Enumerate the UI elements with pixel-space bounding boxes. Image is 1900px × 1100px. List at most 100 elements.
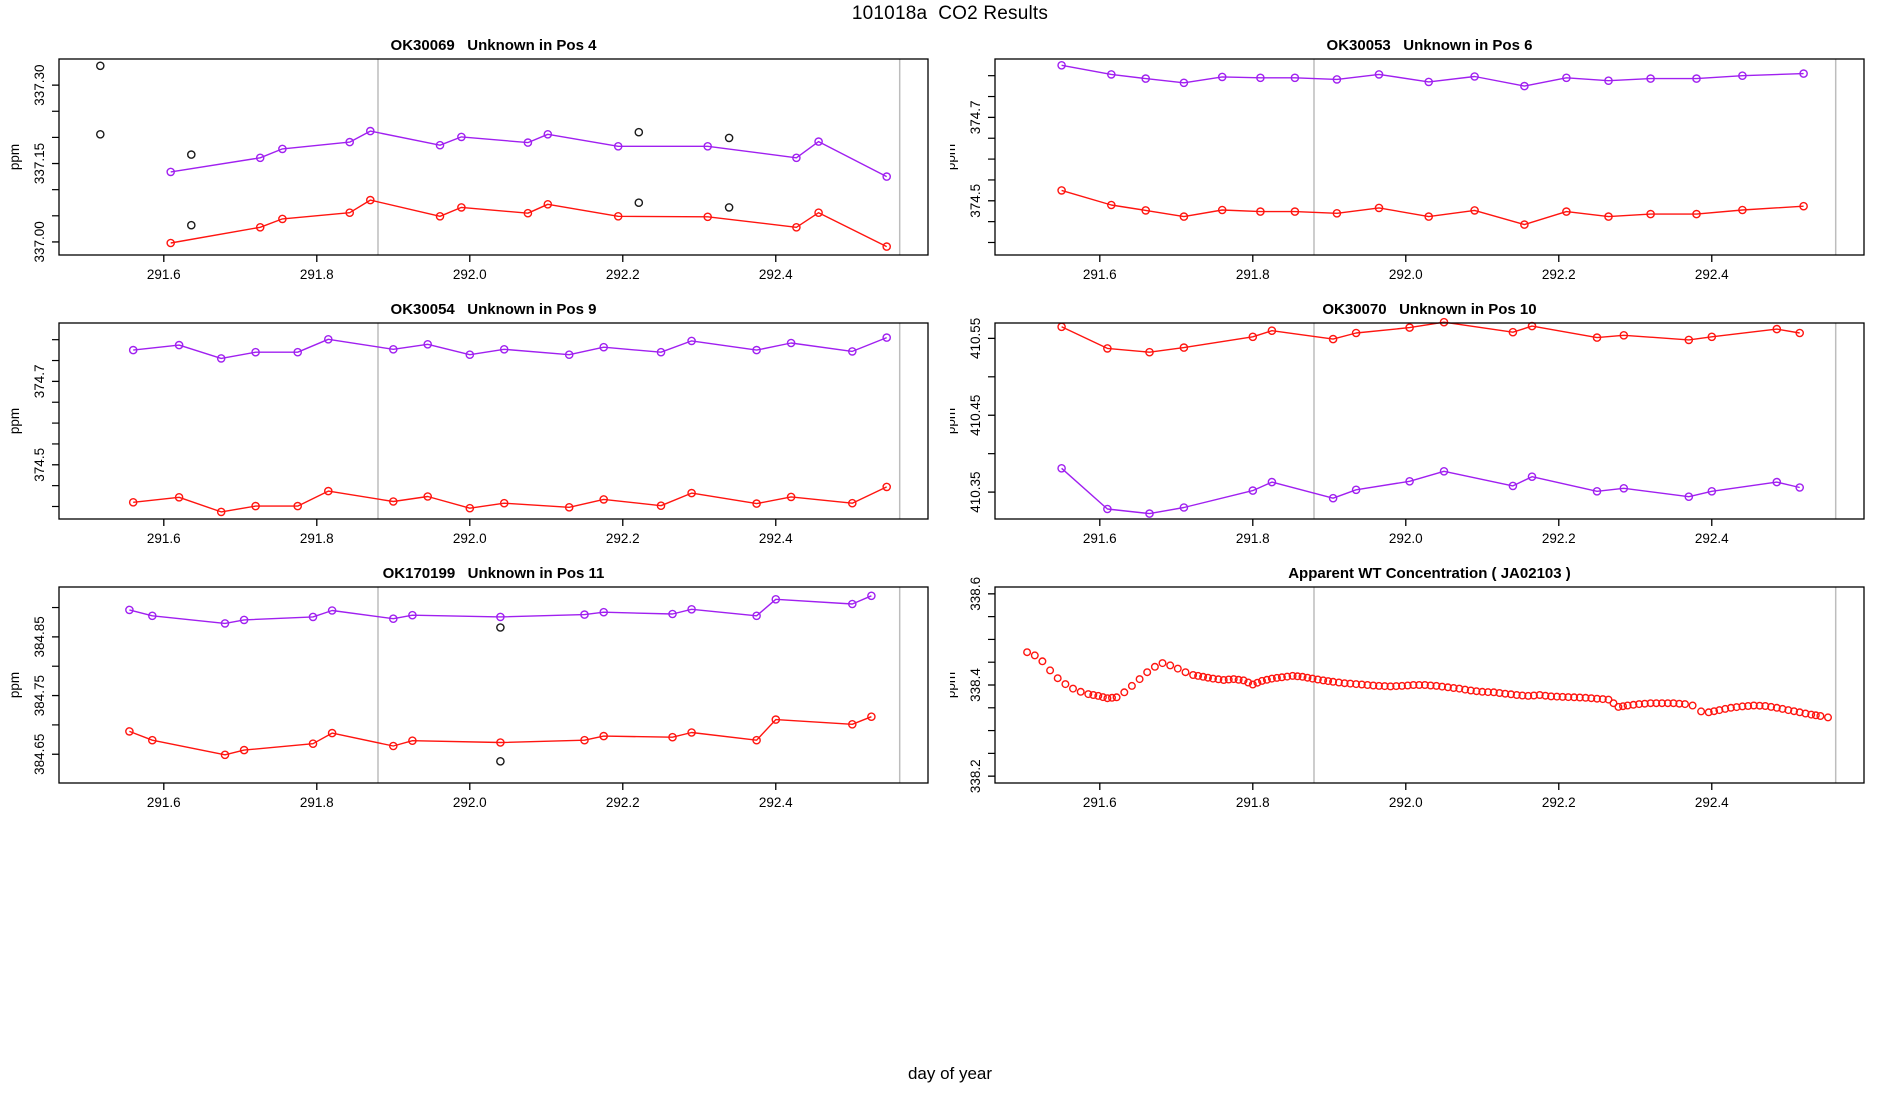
- data-point-marker: [1593, 694, 1602, 703]
- data-point-marker: [1512, 690, 1521, 699]
- data-point-marker: [220, 750, 230, 760]
- y-axis: 374.5 374.7: [968, 75, 995, 244]
- data-point-marker: [239, 615, 249, 625]
- subplot-apparent-wt-ja02103: 291.6 291.8 292.0 292.2 292.4 338.2 338.4 338.6…: [950, 558, 1900, 822]
- series-red-line: [125, 712, 876, 760]
- y-axis: 384.65 384.75 384.85: [32, 606, 59, 775]
- data-point-marker: [1253, 678, 1262, 687]
- y-axis-unit-label: ppm: [7, 408, 22, 434]
- data-point-marker: [1181, 668, 1190, 677]
- data-point-marker: [96, 61, 105, 71]
- data-point-marker: [703, 142, 713, 151]
- data-point-marker: [499, 498, 509, 508]
- data-point-marker: [435, 140, 445, 150]
- data-point-marker: [323, 335, 333, 344]
- data-point-marker: [1439, 466, 1449, 476]
- data-point-marker: [1470, 206, 1479, 215]
- data-point-marker: [1799, 201, 1808, 211]
- page-title: 101018a CO2 Results: [851, 3, 1049, 24]
- data-point-marker: [1094, 691, 1103, 700]
- data-point-marker: [345, 208, 355, 217]
- data-point-marker: [1738, 71, 1747, 81]
- y-tick-label: 410.55: [968, 318, 983, 359]
- data-point-marker: [867, 712, 876, 721]
- data-point-marker: [1098, 693, 1107, 702]
- data-point-marker: [1120, 688, 1129, 697]
- data-point-marker: [1704, 708, 1713, 717]
- data-point-marker: [327, 606, 337, 615]
- data-point-marker: [278, 144, 287, 154]
- data-point-marker: [1795, 328, 1805, 338]
- y-axis-unit-label: ppm: [950, 672, 958, 698]
- series-line: [1061, 321, 1800, 353]
- data-point-marker: [1107, 693, 1116, 702]
- data-point-marker: [1030, 651, 1039, 660]
- data-point-marker: [1308, 674, 1317, 683]
- series-line: [170, 130, 888, 178]
- data-point-marker: [1405, 323, 1414, 332]
- data-point-marker: [599, 731, 609, 741]
- data-point-marker: [1061, 680, 1070, 689]
- data-point-marker: [1443, 683, 1452, 692]
- data-point-marker: [423, 492, 433, 501]
- data-point-marker: [523, 208, 533, 218]
- data-point-marker: [1772, 703, 1781, 712]
- data-point-marker: [278, 214, 287, 224]
- reference-lines: [377, 587, 901, 783]
- data-point-marker: [1234, 675, 1243, 684]
- data-point-marker: [1646, 74, 1655, 83]
- data-point-marker: [465, 503, 475, 513]
- data-point-marker: [882, 242, 892, 251]
- data-point-marker: [599, 495, 609, 504]
- data-point-marker: [1755, 701, 1764, 710]
- data-point-marker: [186, 150, 196, 159]
- series-red-line: [166, 195, 892, 251]
- data-point-marker: [293, 501, 303, 511]
- y-tick-label: 337.00: [32, 221, 47, 262]
- data-point-marker: [1106, 200, 1116, 210]
- data-point-marker: [1604, 76, 1613, 86]
- data-point-marker: [1432, 681, 1441, 690]
- data-point-marker: [1179, 78, 1189, 88]
- data-point-marker: [1489, 688, 1498, 697]
- data-point-marker: [1619, 702, 1628, 711]
- data-point-marker: [1214, 675, 1223, 684]
- data-point-marker: [1248, 332, 1258, 342]
- data-point-marker: [1332, 75, 1342, 84]
- data-point-marker: [1663, 699, 1672, 708]
- data-point-marker: [634, 127, 644, 137]
- data-point-marker: [1106, 70, 1116, 79]
- data-point-marker: [580, 610, 589, 619]
- data-point-marker: [1508, 327, 1518, 337]
- data-point-marker: [1816, 711, 1825, 720]
- x-tick-label: 292.2: [606, 531, 640, 546]
- data-point-marker: [388, 345, 398, 354]
- data-point-marker: [1267, 477, 1277, 487]
- data-point-marker: [365, 195, 375, 205]
- data-point-marker: [724, 203, 734, 212]
- data-point-marker: [1495, 688, 1504, 697]
- x-axis: 291.6 291.8 292.0 292.2 292.4: [1083, 255, 1729, 282]
- data-point-marker: [255, 153, 265, 163]
- y-tick-label: 384.65: [32, 734, 47, 775]
- data-point-marker: [125, 727, 134, 736]
- series-purple-line: [1057, 463, 1805, 518]
- y-axis-unit-label: ppm: [950, 408, 958, 434]
- data-point-marker: [1038, 657, 1047, 666]
- x-axis-label: day of year: [907, 1064, 993, 1083]
- data-point-marker: [1738, 702, 1747, 711]
- data-point-marker: [308, 612, 318, 622]
- data-point-marker: [96, 130, 105, 139]
- data-point-marker: [388, 497, 398, 506]
- series-purple-line: [128, 333, 892, 363]
- data-point-marker: [1332, 208, 1342, 218]
- data-point-marker: [1375, 681, 1384, 690]
- data-point-marker: [1508, 481, 1518, 491]
- data-point-marker: [251, 347, 260, 357]
- data-point-marker: [1749, 701, 1758, 710]
- series-purple-line: [125, 591, 876, 628]
- plot-box: [994, 586, 1865, 784]
- data-point-marker: [752, 611, 761, 621]
- data-point-marker: [1518, 691, 1527, 700]
